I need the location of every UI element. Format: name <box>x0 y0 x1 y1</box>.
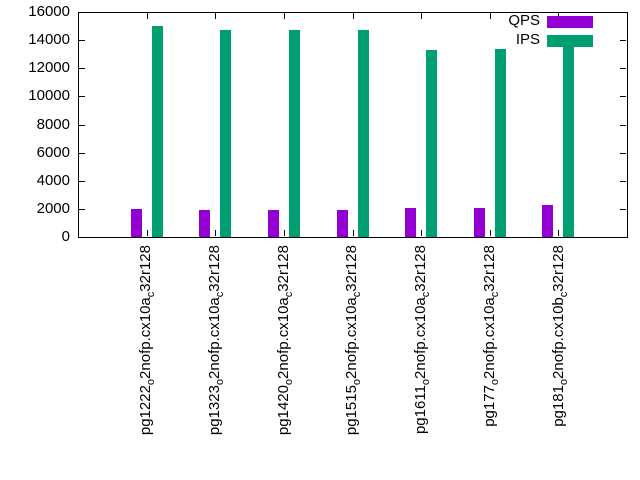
x-label-subscript: c <box>488 291 501 298</box>
x-tick-mark-top <box>352 13 354 19</box>
y-tick-mark-right <box>620 68 626 70</box>
bar-qps <box>130 208 142 237</box>
x-label-subscript: c <box>282 291 295 298</box>
legend-label-ips: IPS <box>515 31 540 48</box>
y-tick-label: 14000 <box>28 31 70 49</box>
y-tick-mark-right <box>620 124 626 126</box>
bar-qps <box>542 205 554 237</box>
x-label-subscript: o <box>420 378 433 386</box>
y-tick-label: 8000 <box>36 115 70 133</box>
x-label-subscript: o <box>488 378 501 386</box>
x-tick-mark-top <box>489 13 491 19</box>
y-tick-label: 0 <box>61 228 70 245</box>
x-tick-mark-bottom <box>215 230 217 236</box>
y-tick-mark-right <box>620 152 626 154</box>
bar-ips <box>220 30 232 237</box>
y-tick-mark-right <box>620 96 626 98</box>
y-tick-mark-left <box>79 40 85 42</box>
x-category-label: pg181o2nofp.cx10bc32r128 <box>549 245 570 427</box>
y-tick-label: 6000 <box>36 143 70 161</box>
x-label-subscript: c <box>214 291 227 298</box>
x-tick-mark-bottom <box>421 230 423 236</box>
x-tick-mark-bottom <box>283 230 285 236</box>
bar-qps <box>199 210 211 237</box>
y-tick-mark-left <box>79 152 85 154</box>
x-tick-mark-bottom <box>352 230 354 236</box>
y-tick-mark-left <box>79 180 85 182</box>
x-tick-mark-top <box>283 13 285 19</box>
bar-qps <box>473 208 485 237</box>
x-category-label: pg1420o2nofp.cx10ac32r128 <box>274 245 295 436</box>
x-tick-mark-top <box>146 13 148 19</box>
bar-qps <box>267 210 279 237</box>
y-tick-mark-right <box>620 12 626 13</box>
x-category-label: pg177o2nofp.cx10ac32r128 <box>480 245 501 427</box>
y-tick-mark-right <box>620 237 626 238</box>
x-tick-mark-bottom <box>558 230 560 236</box>
x-label-subscript: c <box>420 291 433 298</box>
y-tick-mark-left <box>79 237 85 238</box>
x-label-subscript: o <box>214 378 227 386</box>
y-tick-mark-right <box>620 40 626 42</box>
y-tick-label: 2000 <box>36 199 70 217</box>
y-tick-mark-left <box>79 124 85 126</box>
bar-qps <box>336 210 348 237</box>
x-label-subscript: o <box>351 378 364 386</box>
x-tick-mark-top <box>215 13 217 19</box>
x-tick-mark-bottom <box>489 230 491 236</box>
legend-swatch-qps <box>547 16 593 28</box>
bar-qps <box>405 208 417 237</box>
y-tick-mark-left <box>79 68 85 70</box>
y-tick-label: 10000 <box>28 87 70 105</box>
legend-swatch-ips <box>547 35 593 47</box>
y-tick-label: 12000 <box>28 59 70 77</box>
y-tick-mark-left <box>79 96 85 98</box>
x-tick-mark-top <box>421 13 423 19</box>
x-tick-mark-bottom <box>146 230 148 236</box>
bar-ips <box>563 38 575 237</box>
y-tick-mark-right <box>620 180 626 182</box>
x-label-subscript: c <box>145 291 158 298</box>
x-label-subscript: o <box>145 378 158 386</box>
y-tick-mark-left <box>79 12 85 13</box>
x-label-subscript: o <box>557 378 570 386</box>
x-label-subscript: o <box>282 378 295 386</box>
x-label-subscript: c <box>351 291 364 298</box>
x-category-label: pg1323o2nofp.cx10ac32r128 <box>206 245 227 436</box>
x-label-subscript: c <box>557 291 570 298</box>
y-tick-label: 16000 <box>28 3 70 20</box>
y-tick-mark-right <box>620 208 626 210</box>
bar-ips <box>151 26 163 237</box>
x-category-label: pg1222o2nofp.cx10ac32r128 <box>137 245 158 436</box>
bar-ips <box>494 48 506 237</box>
x-category-label: pg1611o2nofp.cx10ac32r128 <box>412 245 433 435</box>
y-tick-mark-left <box>79 208 85 210</box>
bar-ips <box>426 49 438 237</box>
bar-ips <box>357 30 369 237</box>
bar-ips <box>288 30 300 237</box>
legend-label-qps: QPS <box>508 12 540 29</box>
x-category-label: pg1515o2nofp.cx10ac32r128 <box>343 245 364 436</box>
y-tick-label: 4000 <box>36 171 70 189</box>
